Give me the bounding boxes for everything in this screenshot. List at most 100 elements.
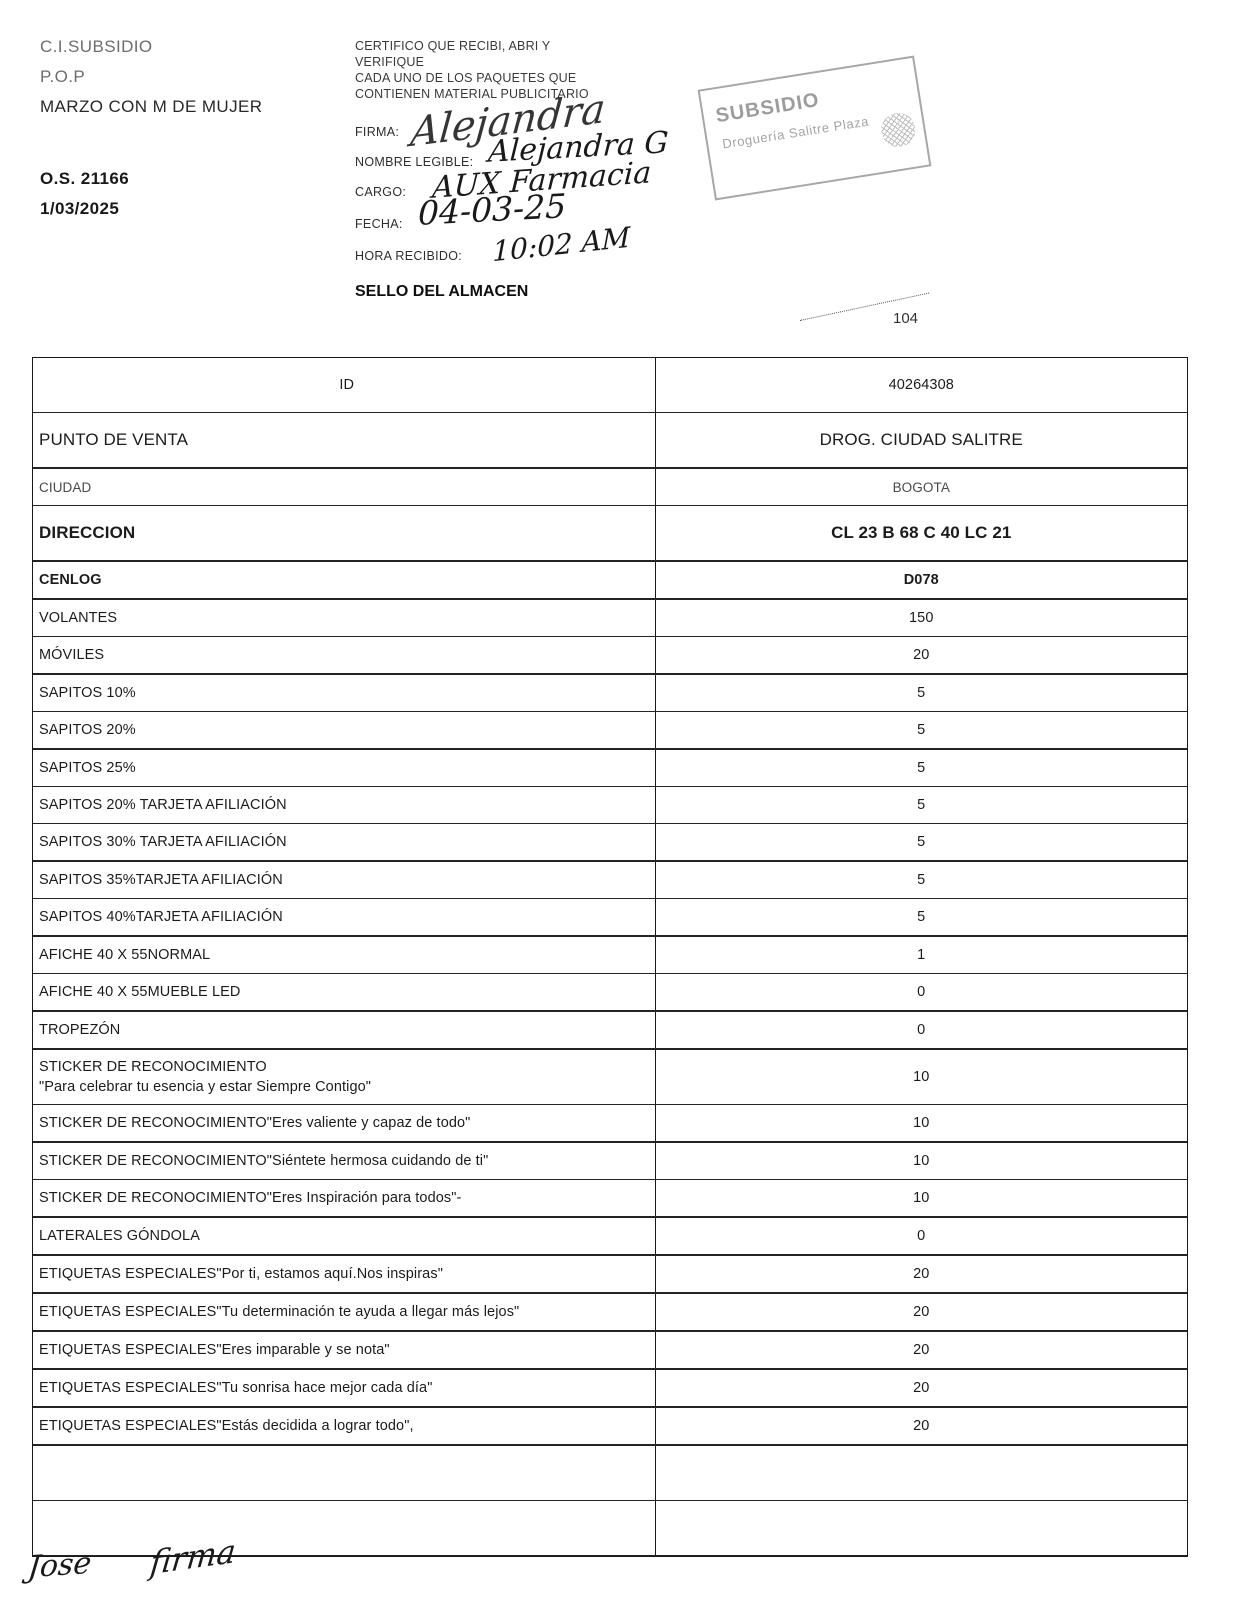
table-cell-value: 5 — [654, 673, 1187, 712]
time-received-label: HORA RECIBIDO: — [355, 249, 462, 263]
table-row: MÓVILES 20 — [33, 636, 1187, 675]
date-field-row: FECHA: — [355, 215, 403, 233]
table-cell-value: DROG. CIUDAD SALITRE — [654, 412, 1187, 469]
table-cell-value: 0 — [654, 973, 1187, 1012]
inventory-table: ID 40264308 PUNTO DE VENTA DROG. CIUDAD SAL… — [33, 358, 1187, 1556]
table-cell-label: ETIQUETAS ESPECIALES"Estás decidida a lo… — [33, 1406, 655, 1446]
table-row: SAPITOS 40%TARJETA AFILIACIÓN 5 — [33, 898, 1187, 937]
table-row: SAPITOS 20% TARJETA AFILIACIÓN 5 — [33, 786, 1187, 824]
table-cell-label: SAPITOS 30% TARJETA AFILIACIÓN — [33, 823, 655, 862]
table-cell-label-line-2: "Para celebrar tu esencia y estar Siempr… — [39, 1079, 372, 1095]
position-field-row: CARGO: — [355, 183, 406, 201]
header-left-block: C.I.SUBSIDIO P.O.P MARZO CON M DE MUJER … — [40, 32, 340, 224]
table-row: PUNTO DE VENTA DROG. CIUDAD SALITRE — [33, 412, 1187, 469]
table-cell-value: 10 — [654, 1141, 1187, 1180]
table-cell-label: SAPITOS 20% — [33, 711, 655, 750]
table-row: TROPEZÓN 0 — [33, 1010, 1187, 1050]
table-row: VOLANTES 150 — [33, 598, 1187, 637]
table-cell-label: MÓVILES — [33, 636, 655, 675]
table-cell-value: 150 — [654, 598, 1187, 637]
signature-label: FIRMA: — [355, 125, 400, 139]
warehouse-rubber-stamp: SUBSIDIO Droguería Salitre Plaza — [697, 55, 932, 201]
table-cell-label — [33, 1444, 655, 1501]
table-cell-value: 0 — [654, 1010, 1187, 1050]
table-cell-label: ETIQUETAS ESPECIALES"Tu sonrisa hace mej… — [33, 1368, 655, 1408]
table-cell-value: 5 — [654, 898, 1187, 937]
table-cell-value: 5 — [654, 748, 1187, 787]
table-row: DIRECCION CL 23 B 68 C 40 LC 21 — [33, 505, 1187, 562]
table-cell-value: 20 — [654, 1406, 1187, 1446]
table-row: SAPITOS 10% 5 — [33, 673, 1187, 712]
inventory-table-body: ID 40264308 PUNTO DE VENTA DROG. CIUDAD SAL… — [33, 358, 1187, 1556]
table-row: ETIQUETAS ESPECIALES"Tu sonrisa hace mej… — [33, 1368, 1187, 1408]
table-cell-value: 10 — [654, 1179, 1187, 1218]
table-cell-value: 10 — [654, 1104, 1187, 1143]
table-row: ETIQUETAS ESPECIALES"Por ti, estamos aqu… — [33, 1254, 1187, 1294]
pop-label: P.O.P — [40, 67, 86, 86]
table-cell-label: AFICHE 40 X 55MUEBLE LED — [33, 973, 655, 1012]
table-cell-label: TROPEZÓN — [33, 1010, 655, 1050]
table-cell-label: AFICHE 40 X 55NORMAL — [33, 935, 655, 974]
table-row: STICKER DE RECONOCIMIENTO "Para celebrar … — [33, 1048, 1187, 1105]
table-cell-value: 5 — [654, 786, 1187, 824]
table-row: ID 40264308 — [33, 358, 1187, 413]
table-cell-label: SAPITOS 10% — [33, 673, 655, 712]
table-cell-value: 20 — [654, 1330, 1187, 1370]
table-row: ETIQUETAS ESPECIALES"Eres imparable y se… — [33, 1330, 1187, 1370]
table-cell-label: SAPITOS 40%TARJETA AFILIACIÓN — [33, 898, 655, 937]
table-row: SAPITOS 25% 5 — [33, 748, 1187, 787]
table-cell-label: STICKER DE RECONOCIMIENTO"Eres valiente … — [33, 1104, 655, 1143]
certification-text-line-4: CONTIENEN MATERIAL PUBLICITARIO — [355, 87, 589, 101]
table-cell-label-line-1: STICKER DE RECONOCIMIENTO — [39, 1059, 267, 1075]
table-cell-label: SAPITOS 20% TARJETA AFILIACIÓN — [33, 786, 655, 824]
order-block: O.S. 21166 1/03/2025 — [40, 164, 340, 224]
table-cell-label: SAPITOS 25% — [33, 748, 655, 787]
table-cell-value: 0 — [654, 1216, 1187, 1256]
position-label: CARGO: — [355, 185, 407, 199]
warehouse-stamp-label: SELLO DEL ALMACEN — [355, 283, 529, 300]
stamp-rosette-icon — [878, 110, 918, 150]
table-row: STICKER DE RECONOCIMIENTO"Eres Inspiraci… — [33, 1179, 1187, 1218]
table-cell-label: ETIQUETAS ESPECIALES"Por ti, estamos aqu… — [33, 1254, 655, 1294]
table-cell-value: 1 — [654, 935, 1187, 974]
table-cell-label: STICKER DE RECONOCIMIENTO"Eres Inspiraci… — [33, 1179, 655, 1218]
table-cell-value: 5 — [654, 860, 1187, 899]
date-label: FECHA: — [355, 217, 403, 231]
table-cell-label: STICKER DE RECONOCIMIENTO"Siéntete hermo… — [33, 1141, 655, 1180]
campaign-name: MARZO CON M DE MUJER — [40, 97, 263, 116]
certification-text-line-3: CADA UNO DE LOS PAQUETES QUE — [355, 71, 577, 85]
table-row: AFICHE 40 X 55MUEBLE LED 0 — [33, 973, 1187, 1012]
table-cell-value: CL 23 B 68 C 40 LC 21 — [654, 505, 1187, 562]
certification-text-line-2: VERIFIQUE — [355, 55, 425, 69]
table-cell-value — [654, 1444, 1187, 1501]
legible-name-label: NOMBRE LEGIBLE: — [355, 155, 474, 169]
table-row: SAPITOS 30% TARJETA AFILIACIÓN 5 — [33, 823, 1187, 862]
table-cell-label: ETIQUETAS ESPECIALES"Eres imparable y se… — [33, 1330, 655, 1370]
handwritten-date: 04-03-25 — [417, 186, 567, 233]
table-cell-value: 5 — [654, 711, 1187, 750]
handwritten-legible-name: Alejandra G — [487, 125, 670, 170]
signature-field-row: FIRMA: — [355, 123, 399, 141]
order-date: 1/03/2025 — [40, 199, 120, 218]
table-cell-value: 20 — [654, 1292, 1187, 1332]
table-row: SAPITOS 35%TARJETA AFILIACIÓN 5 — [33, 860, 1187, 899]
table-cell-label: VOLANTES — [33, 598, 655, 637]
table-cell-label: ID — [33, 358, 655, 413]
table-cell-label: LATERALES GÓNDOLA — [33, 1216, 655, 1256]
table-cell-value: D078 — [654, 560, 1187, 600]
table-cell-label: CENLOG — [33, 560, 655, 600]
table-row: CENLOG D078 — [33, 560, 1187, 600]
table-cell-label: STICKER DE RECONOCIMIENTO "Para celebrar … — [33, 1048, 655, 1105]
table-cell-label: SAPITOS 35%TARJETA AFILIACIÓN — [33, 860, 655, 899]
table-cell-value: 20 — [654, 1368, 1187, 1408]
table-cell-value: 5 — [654, 823, 1187, 862]
table-row: SAPITOS 20% 5 — [33, 711, 1187, 750]
table-row: STICKER DE RECONOCIMIENTO"Siéntete hermo… — [33, 1141, 1187, 1180]
table-cell-label — [33, 1500, 655, 1556]
table-cell-value: 40264308 — [654, 358, 1187, 413]
certification-text-line-1: CERTIFICO QUE RECIBI, ABRI Y — [355, 39, 551, 53]
table-cell-value: 20 — [654, 636, 1187, 675]
table-row: STICKER DE RECONOCIMIENTO"Eres valiente … — [33, 1104, 1187, 1143]
table-row: AFICHE 40 X 55NORMAL 1 — [33, 935, 1187, 974]
